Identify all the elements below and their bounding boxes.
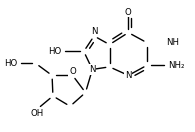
Text: OH: OH (31, 109, 44, 118)
Text: O: O (125, 8, 132, 16)
Text: N: N (125, 71, 132, 80)
Text: HO: HO (4, 59, 17, 68)
Text: HO: HO (48, 47, 61, 56)
Text: O: O (69, 67, 76, 77)
Text: NH: NH (166, 38, 179, 47)
Text: N: N (91, 27, 97, 36)
Text: N: N (89, 65, 96, 74)
Text: NH₂: NH₂ (168, 61, 184, 70)
